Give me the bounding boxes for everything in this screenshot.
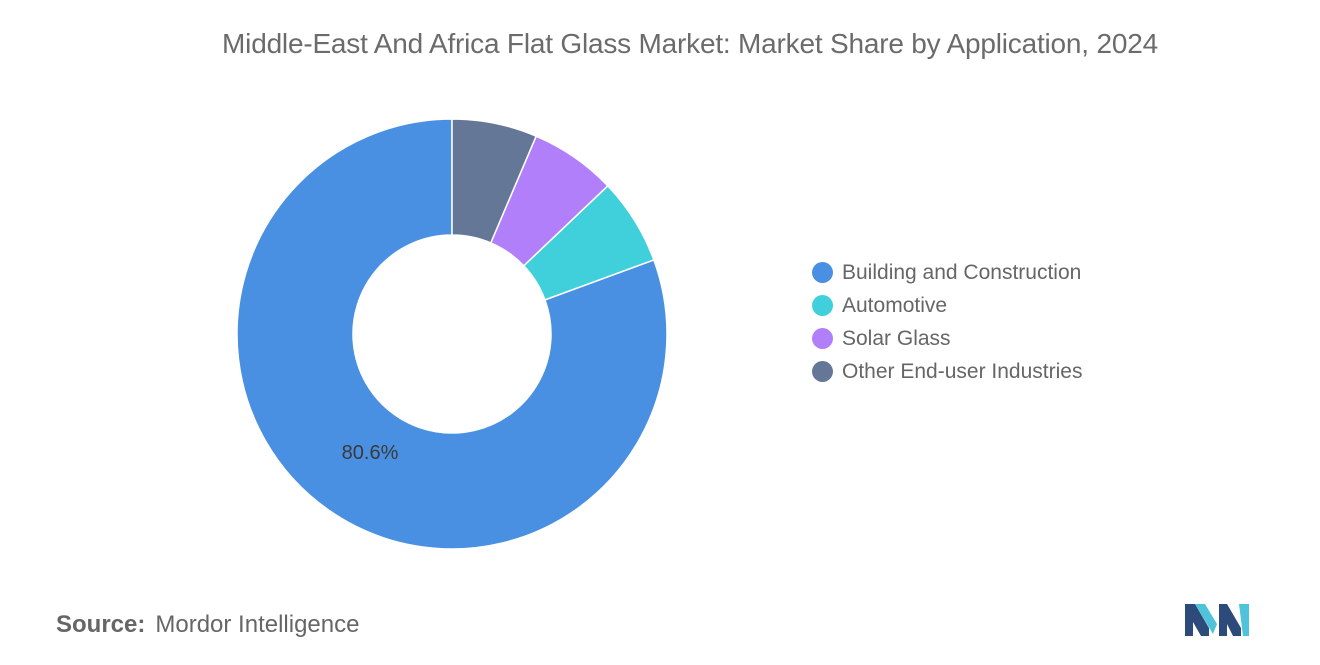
data-label-building-and-construction: 80.6% [342, 442, 399, 464]
source-note: Source: Mordor Intelligence [56, 611, 359, 639]
legend-item-solar-glass: Solar Glass [812, 322, 1082, 355]
chart-legend: Building and Construction Automotive Solar… [812, 256, 1082, 388]
legend-swatch-icon [812, 295, 833, 316]
legend-label: Building and Construction [842, 260, 1082, 284]
legend-item-automotive: Automotive [812, 289, 1082, 322]
legend-label: Automotive [842, 293, 948, 317]
slice-building-and-construction [236, 118, 668, 550]
legend-item-other-end-user-industries: Other End-user Industries [812, 355, 1082, 388]
legend-label: Solar Glass [842, 326, 951, 350]
mordor-intelligence-logo [1185, 604, 1249, 636]
legend-label: Other End-user Industries [842, 359, 1083, 383]
legend-swatch-icon [812, 361, 833, 382]
slice-other-end-user-industries [451, 118, 538, 244]
source-label: Source: [56, 611, 146, 638]
source-value: Mordor Intelligence [155, 611, 360, 638]
legend-item-building-and-construction: Building and Construction [812, 256, 1082, 289]
chart-title: Middle-East And Africa Flat Glass Market… [222, 28, 1158, 59]
legend-swatch-icon [812, 262, 833, 283]
legend-swatch-icon [812, 328, 833, 349]
